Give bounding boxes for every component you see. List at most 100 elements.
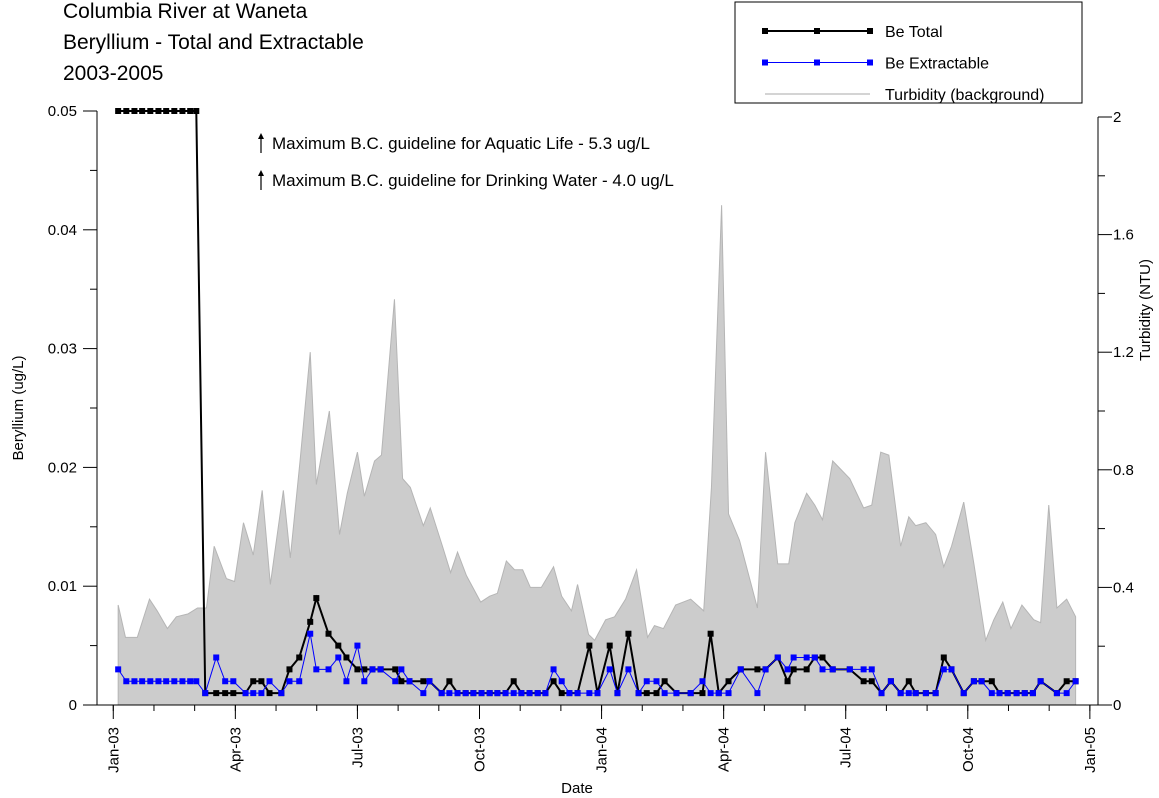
data-point xyxy=(534,690,541,697)
data-point xyxy=(155,108,162,114)
data-point xyxy=(1072,678,1079,685)
data-point xyxy=(131,678,138,685)
data-point xyxy=(784,678,791,685)
data-point xyxy=(398,678,405,685)
data-point xyxy=(912,690,919,697)
y2-tick-label: 0.4 xyxy=(1113,579,1134,596)
annotation: Maximum B.C. guideline for Aquatic Life … xyxy=(272,134,650,153)
data-point xyxy=(661,690,668,697)
y2-tick-label: 0.8 xyxy=(1113,462,1134,479)
data-point xyxy=(1029,690,1036,697)
data-point xyxy=(725,678,732,685)
legend-label: Be Extractable xyxy=(885,56,989,73)
data-point xyxy=(307,630,314,637)
data-point xyxy=(325,630,332,637)
data-point xyxy=(266,678,273,685)
data-point xyxy=(558,690,565,697)
data-point xyxy=(266,690,273,697)
data-point xyxy=(653,690,660,697)
data-point xyxy=(905,678,912,685)
data-point xyxy=(940,666,947,673)
data-point xyxy=(1037,678,1044,685)
data-point xyxy=(213,654,220,661)
data-point xyxy=(335,642,342,649)
y2-tick-label: 0 xyxy=(1113,697,1121,714)
data-point xyxy=(635,690,642,697)
data-point xyxy=(606,666,613,673)
data-point xyxy=(179,678,186,685)
data-point xyxy=(762,666,769,673)
data-point xyxy=(868,678,875,685)
data-point xyxy=(819,666,826,673)
data-point xyxy=(392,666,399,673)
data-point xyxy=(139,678,146,685)
legend-marker xyxy=(867,59,873,66)
legend-box xyxy=(734,1,1083,104)
data-point xyxy=(653,678,660,685)
x-tick-label: Jul-03 xyxy=(349,727,366,768)
data-point xyxy=(123,108,130,114)
data-point xyxy=(462,690,469,697)
data-point xyxy=(754,690,761,697)
data-point xyxy=(1063,678,1070,685)
data-point xyxy=(811,654,818,661)
data-point xyxy=(420,690,427,697)
y-tick-label: 0.05 xyxy=(48,103,77,120)
data-point xyxy=(687,690,694,697)
data-point xyxy=(960,690,967,697)
data-point xyxy=(1004,690,1011,697)
data-point xyxy=(230,678,237,685)
data-point xyxy=(296,678,303,685)
data-point xyxy=(1053,690,1060,697)
title-line: Beryllium - Total and Extractable xyxy=(63,31,364,54)
data-point xyxy=(163,678,170,685)
data-point xyxy=(230,690,237,697)
data-point xyxy=(163,108,170,114)
data-point xyxy=(222,690,229,697)
data-point xyxy=(325,666,332,673)
data-point xyxy=(426,678,433,685)
data-point xyxy=(187,108,194,114)
legend-label: Turbidity (background) xyxy=(885,87,1044,104)
data-point xyxy=(586,690,593,697)
data-point xyxy=(147,678,154,685)
data-point xyxy=(258,678,265,685)
y2-axis-label: Turbidity (NTU) xyxy=(1137,259,1154,361)
data-point xyxy=(614,690,621,697)
data-point xyxy=(242,690,249,697)
data-point xyxy=(897,690,904,697)
data-point xyxy=(526,690,533,697)
data-point xyxy=(398,666,405,673)
data-point xyxy=(313,595,320,602)
y-tick-label: 0.04 xyxy=(48,222,77,239)
data-point xyxy=(171,108,178,114)
data-point xyxy=(454,690,461,697)
data-point xyxy=(707,630,714,637)
data-point xyxy=(699,678,706,685)
turbidity-area xyxy=(117,205,1077,706)
data-point xyxy=(1063,690,1070,697)
data-point xyxy=(193,108,200,114)
data-point xyxy=(494,690,501,697)
data-point xyxy=(123,678,130,685)
data-point xyxy=(278,690,285,697)
data-point xyxy=(594,690,601,697)
annotation-arrow xyxy=(258,133,264,190)
data-point xyxy=(202,690,209,697)
data-point xyxy=(643,678,650,685)
data-point xyxy=(343,654,350,661)
data-point xyxy=(803,654,810,661)
y2-tick-label: 1.2 xyxy=(1113,344,1134,361)
data-point xyxy=(369,666,376,673)
data-point xyxy=(846,666,853,673)
data-point xyxy=(725,690,732,697)
data-point xyxy=(250,690,257,697)
data-point xyxy=(860,666,867,673)
y-axis-label: Beryllium (ug/L) xyxy=(10,355,27,460)
data-point xyxy=(606,642,613,649)
legend-marker xyxy=(762,28,768,34)
data-point xyxy=(558,678,565,685)
data-point xyxy=(115,108,122,114)
data-point xyxy=(486,690,493,697)
data-point xyxy=(286,678,293,685)
